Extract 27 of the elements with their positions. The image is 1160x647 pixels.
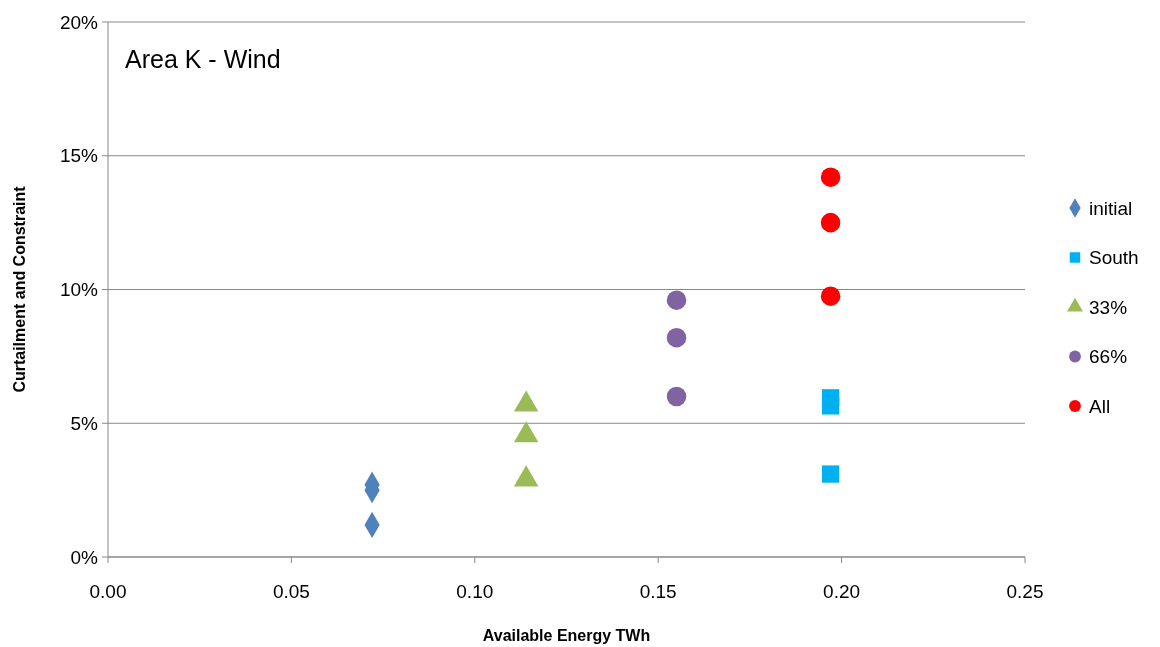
point (821, 465, 840, 483)
legend-label: All (1089, 395, 1111, 417)
y-tick-label: 20% (59, 11, 99, 33)
y-axis-title: Curtailment and Constraint (11, 185, 28, 393)
legend-label: South (1089, 247, 1139, 269)
point (820, 212, 841, 233)
x-tick-label: 0.20 (823, 581, 861, 602)
y-tick-label: 0% (70, 546, 99, 568)
legend-label: initial (1089, 197, 1133, 219)
x-tick-label: 0.00 (89, 581, 127, 602)
x-axis-title: Available Energy TWh (482, 627, 651, 644)
x-tick-label: 0.10 (456, 581, 494, 602)
point (666, 327, 687, 348)
point (820, 286, 841, 306)
legend-label: 66% (1089, 346, 1128, 368)
legend-label: 33% (1089, 296, 1128, 318)
y-tick-label: 5% (70, 412, 99, 434)
point (821, 397, 840, 415)
x-tick-label: 0.05 (272, 581, 310, 602)
point (666, 290, 687, 310)
x-tick-label: 0.15 (639, 581, 677, 602)
y-tick-label: 10% (59, 279, 99, 301)
point (820, 167, 841, 187)
y-tick-label: 15% (59, 145, 99, 167)
annotation: Area K - Wind (125, 45, 281, 73)
x-tick-label: 0.25 (1006, 581, 1044, 602)
point (666, 386, 687, 407)
